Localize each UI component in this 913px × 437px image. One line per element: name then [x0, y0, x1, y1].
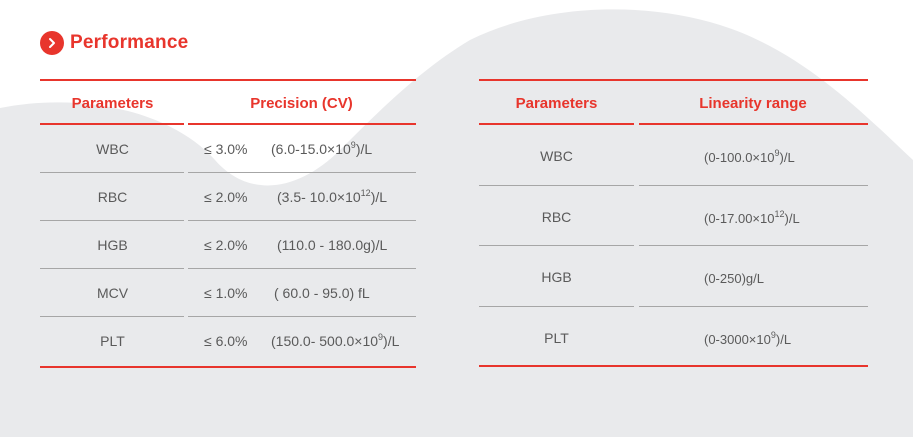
range-exponent: 9: [774, 148, 780, 158]
chevron-right-icon: [40, 31, 64, 55]
range-value: (150.0- 500.0×109)/L: [271, 332, 400, 350]
param-name: HGB: [97, 237, 128, 253]
header-rule: [479, 123, 634, 125]
section-heading: Performance: [40, 31, 188, 55]
table-bottom-rule: [479, 365, 868, 367]
range-unit: )/L: [775, 332, 792, 347]
range-text: (0-100.0×10: [704, 150, 775, 165]
range-unit: )/L: [383, 333, 400, 349]
range-value: (0-100.0×109)/L: [704, 148, 795, 166]
range-text: (6.0-15.0×10: [271, 141, 351, 157]
param-name: WBC: [96, 141, 129, 157]
row-divider: [40, 268, 184, 269]
cv-value: ≤ 6.0%: [204, 333, 248, 349]
cv-value: ≤ 2.0%: [204, 237, 248, 253]
param-name: HGB: [541, 269, 572, 285]
range-exponent: 12: [360, 188, 371, 198]
row-divider: [639, 185, 868, 186]
row-divider: [188, 268, 416, 269]
param-name: RBC: [97, 189, 128, 205]
row-divider: [639, 245, 868, 246]
range-unit: )/L: [784, 211, 800, 226]
header-rule: [639, 123, 868, 125]
range-exponent: 9: [378, 332, 384, 342]
precision-header-cv: Precision (CV): [250, 95, 353, 112]
range-text: (3.5- 10.0×10: [277, 189, 361, 205]
param-name: WBC: [540, 148, 573, 164]
range-value: (3.5- 10.0×1012)/L: [277, 188, 388, 206]
range-text: (0-3000×10: [704, 332, 771, 347]
row-divider: [479, 245, 634, 246]
row-divider: [188, 172, 416, 173]
range-value: ( 60.0 - 95.0) fL: [274, 285, 370, 301]
row-divider: [40, 316, 184, 317]
range-text: (0-17.00×10: [704, 211, 775, 226]
linearity-header-parameters: Parameters: [515, 95, 598, 112]
row-divider: [188, 220, 416, 221]
header-rule: [188, 123, 416, 125]
range-value: (110.0 - 180.0g)/L: [277, 237, 387, 253]
range-value: (0-250)g/L: [704, 271, 764, 286]
cv-value: ≤ 2.0%: [204, 189, 248, 205]
header-rule: [40, 123, 184, 125]
param-name: MCV: [96, 285, 129, 301]
param-name: PLT: [100, 333, 125, 349]
param-name: PLT: [544, 330, 569, 346]
range-text: (110.0 - 180.0g)/L: [277, 237, 388, 253]
row-divider: [40, 220, 184, 221]
range-text: (150.0- 500.0×10: [271, 333, 379, 349]
range-unit: )/L: [355, 141, 373, 157]
section-title: Performance: [70, 32, 189, 53]
range-value: (0-17.00×1012)/L: [704, 209, 800, 227]
range-unit: )/L: [370, 189, 388, 205]
range-exponent: 9: [770, 330, 776, 340]
param-name: RBC: [541, 209, 572, 225]
linearity-header-range: Linearity range: [699, 95, 807, 112]
row-divider: [479, 306, 634, 307]
range-unit: )/L: [779, 150, 795, 165]
table-bottom-rule: [40, 366, 416, 368]
table-top-rule: [479, 79, 868, 81]
cv-value: ≤ 3.0%: [204, 141, 248, 157]
precision-header-parameters: Parameters: [71, 95, 154, 112]
row-divider: [479, 185, 634, 186]
range-text: ( 60.0 - 95.0) fL: [274, 285, 370, 301]
row-divider: [40, 172, 184, 173]
range-value: (6.0-15.0×109)/L: [271, 140, 373, 158]
row-divider: [188, 316, 416, 317]
range-exponent: 9: [350, 140, 356, 150]
row-divider: [639, 306, 868, 307]
range-text: (0-250)g/L: [704, 271, 764, 286]
range-value: (0-3000×109)/L: [704, 330, 792, 348]
cv-value: ≤ 1.0%: [204, 285, 248, 301]
range-exponent: 12: [774, 209, 785, 219]
table-top-rule: [40, 79, 416, 81]
